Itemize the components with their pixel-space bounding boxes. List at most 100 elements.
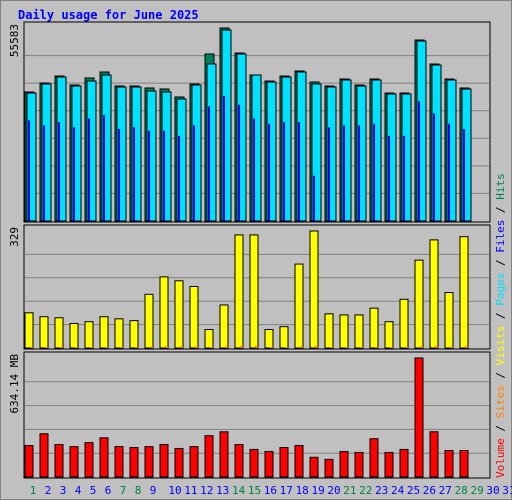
bar [369,438,379,478]
x-tick-label: 9 [150,484,157,497]
bar [324,313,334,349]
bar [384,451,394,478]
bar [208,106,210,221]
bar [285,347,288,348]
bar [386,93,397,222]
legend-separator: / [494,253,507,273]
bar [75,347,78,348]
bar [180,346,183,348]
bar [144,293,154,349]
bar [433,113,435,221]
bar [249,234,259,349]
bar [369,307,379,349]
bar [219,304,229,349]
x-tick-label: 3 [60,484,67,497]
x-tick-label: 8 [135,484,142,497]
bar [71,85,82,222]
bar [161,91,172,222]
bar [360,346,363,348]
bar [418,101,420,221]
bar [459,236,469,349]
bar [328,127,330,221]
bar [30,346,33,348]
bar [345,346,348,348]
bar [41,83,52,222]
bar [219,431,229,478]
x-tick-label: 19 [311,484,324,497]
bar [39,433,49,478]
bar [240,345,243,348]
bar [58,122,60,221]
bar [448,123,450,221]
bar [114,446,124,478]
bar [298,122,300,221]
bar [189,285,199,349]
legend-separator: / [494,200,507,220]
bar [116,86,127,222]
legend-separator: / [494,418,507,438]
bar [84,321,94,349]
bar [135,346,138,348]
y-tick-label: 55583 [8,24,21,57]
bar [416,40,427,222]
bar [86,80,97,222]
bar [313,175,315,221]
bar [296,71,307,222]
bar [429,239,439,349]
x-tick-label: 23 [375,484,388,497]
bar [236,53,247,222]
x-tick-label: 22 [359,484,372,497]
bar [43,125,45,221]
bar [465,345,468,348]
bar [253,118,255,221]
bar [420,346,423,348]
bar [309,230,319,349]
bar [223,95,225,221]
bar [193,125,195,221]
bar [88,118,90,221]
x-tick-label: 30 [486,484,499,497]
bar [159,276,169,349]
bar [405,346,408,348]
bar [326,86,337,222]
bar [210,347,213,348]
bar [354,451,364,478]
bar [120,346,123,348]
bar [105,346,108,348]
bar [311,83,322,222]
bar [270,347,273,348]
bar [144,446,154,478]
bar [279,326,289,349]
legend-separator: / [494,306,507,326]
bar [204,435,214,478]
x-tick-label: 24 [391,484,405,497]
y-tick-label: 329 [8,227,21,247]
bar [324,458,334,478]
bar [165,346,168,348]
bar [73,127,75,221]
x-tick-label: 27 [439,484,452,497]
bar [189,446,199,478]
x-tick-label: 6 [105,484,112,497]
bar [238,104,240,221]
bar [45,346,48,348]
x-tick-label: 17 [280,484,293,497]
legend-entry: Hits [494,173,507,200]
x-tick-label: 25 [407,484,420,497]
y-tick-label: 634.14 MB [8,354,21,414]
bar [206,63,217,222]
x-tick-label: 4 [75,484,82,497]
bar [28,120,30,221]
bar [255,345,258,348]
bar [195,346,198,348]
x-tick-label: 28 [455,484,468,497]
bar [225,346,228,348]
bar [24,312,34,349]
legend-entry: Files [494,220,507,253]
legend-entry: Volume [494,438,507,478]
bar [54,317,64,349]
bar [461,88,472,222]
bar [60,346,63,348]
bar [251,74,262,222]
bar [431,64,442,222]
